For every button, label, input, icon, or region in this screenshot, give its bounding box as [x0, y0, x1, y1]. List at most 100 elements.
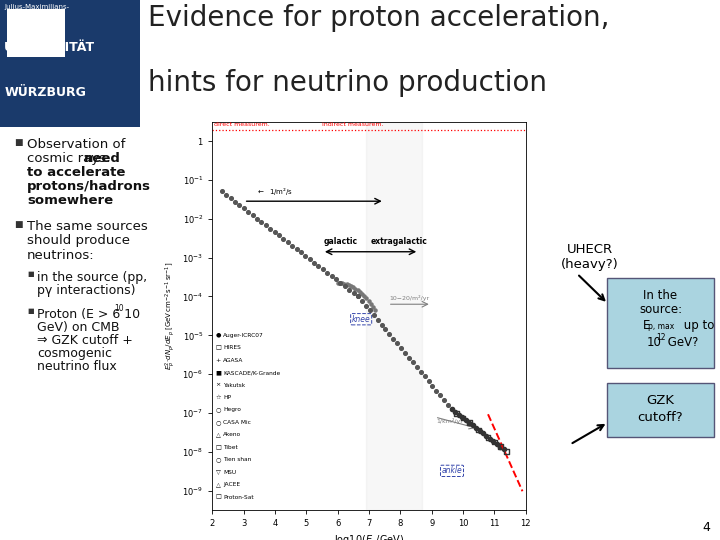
- Text: KASCADE/K-Grande: KASCADE/K-Grande: [223, 370, 281, 375]
- Point: [348, 289, 359, 298]
- Point: [495, 442, 506, 451]
- Point: [470, 424, 482, 433]
- Point: [345, 282, 356, 291]
- Text: ■: ■: [215, 370, 222, 375]
- Text: neutrino flux: neutrino flux: [37, 360, 117, 373]
- Point: [427, 382, 438, 390]
- Point: [372, 315, 383, 324]
- Text: HIRES: HIRES: [223, 345, 241, 350]
- Text: WÜRZBURG: WÜRZBURG: [4, 86, 86, 99]
- Text: HP: HP: [223, 395, 232, 400]
- Text: Proton (E > 6 10: Proton (E > 6 10: [37, 308, 140, 321]
- Text: direct measurem.: direct measurem.: [214, 123, 270, 127]
- Text: ☆: ☆: [215, 395, 221, 400]
- Point: [364, 306, 376, 315]
- Text: Yakutsk: Yakutsk: [223, 383, 246, 388]
- Point: [495, 442, 506, 451]
- Text: ○: ○: [215, 457, 221, 462]
- Text: GZK: GZK: [647, 394, 675, 407]
- Point: [352, 292, 364, 301]
- Point: [269, 228, 280, 237]
- X-axis label: log10($E_p$/GeV): log10($E_p$/GeV): [334, 534, 404, 540]
- Point: [442, 401, 454, 409]
- Point: [395, 344, 407, 353]
- Text: Proton-Sat: Proton-Sat: [223, 495, 254, 500]
- Point: [367, 302, 379, 311]
- Point: [273, 231, 284, 240]
- Text: cosmic rays:: cosmic rays:: [27, 152, 114, 165]
- Point: [251, 214, 263, 223]
- Point: [304, 255, 315, 264]
- Point: [287, 241, 298, 250]
- Point: [438, 396, 450, 404]
- Point: [434, 391, 446, 400]
- Text: ×: ×: [215, 383, 221, 388]
- Text: Tibet: Tibet: [223, 445, 238, 450]
- Text: ⇒ GZK cutoff +: ⇒ GZK cutoff +: [37, 334, 133, 347]
- Text: ○: ○: [215, 408, 221, 413]
- Point: [352, 286, 364, 294]
- Point: [361, 294, 372, 303]
- Point: [264, 225, 276, 233]
- Point: [400, 349, 411, 357]
- Text: □: □: [215, 345, 222, 350]
- Point: [260, 221, 271, 230]
- Text: AGASA: AGASA: [223, 357, 244, 363]
- Text: Auger-ICRC07: Auger-ICRC07: [223, 333, 264, 338]
- Point: [359, 292, 370, 300]
- Bar: [0, 0, 140, 127]
- Point: [489, 438, 500, 447]
- FancyBboxPatch shape: [607, 383, 714, 437]
- Point: [347, 283, 359, 292]
- Point: [247, 211, 258, 219]
- Point: [335, 279, 346, 287]
- Point: [487, 437, 499, 445]
- Text: 10: 10: [114, 304, 124, 313]
- Text: ankle: ankle: [441, 467, 462, 475]
- Point: [334, 279, 346, 287]
- Point: [501, 447, 513, 456]
- Text: ■: ■: [14, 220, 22, 230]
- Point: [369, 305, 381, 314]
- Text: GeV) on CMB: GeV) on CMB: [37, 321, 120, 334]
- Text: Evidence for proton acceleration,: Evidence for proton acceleration,: [148, 4, 609, 32]
- Text: protons/hadrons: protons/hadrons: [27, 180, 151, 193]
- Y-axis label: $E_p^2 \!\cdot\! dN_p/dE_p\;[\mathrm{GeV\,cm^{-2}\,s^{-1}\,sr^{-1}}]$: $E_p^2 \!\cdot\! dN_p/dE_p\;[\mathrm{GeV…: [163, 262, 178, 370]
- Point: [376, 320, 387, 329]
- Text: E: E: [642, 319, 650, 332]
- Text: □: □: [215, 495, 222, 500]
- Point: [330, 275, 342, 284]
- Point: [498, 445, 510, 454]
- Text: ○: ○: [215, 420, 221, 425]
- Point: [473, 426, 485, 434]
- Text: p, max: p, max: [649, 322, 675, 331]
- Point: [384, 330, 395, 339]
- Text: 12: 12: [657, 333, 666, 342]
- Point: [457, 414, 469, 422]
- Point: [300, 252, 311, 260]
- Point: [431, 386, 442, 395]
- Text: UNIVERSITÄT: UNIVERSITÄT: [4, 40, 96, 53]
- Point: [477, 429, 489, 437]
- Point: [225, 194, 236, 202]
- Point: [456, 413, 468, 422]
- Point: [464, 418, 475, 427]
- Text: need: need: [84, 152, 121, 165]
- Point: [379, 325, 391, 334]
- Bar: [366, 122, 422, 510]
- Text: Observation of: Observation of: [27, 138, 125, 151]
- Point: [446, 405, 458, 414]
- Text: galactic: galactic: [323, 237, 358, 246]
- Text: Julius-Maximilians-: Julius-Maximilians-: [4, 4, 69, 10]
- Text: CASA Mic: CASA Mic: [223, 420, 251, 425]
- Text: neutrinos:: neutrinos:: [27, 248, 94, 261]
- Text: JACEE: JACEE: [223, 482, 240, 487]
- Point: [464, 418, 475, 427]
- Point: [341, 280, 352, 288]
- Point: [282, 238, 294, 247]
- Text: Hegro: Hegro: [223, 408, 241, 413]
- Text: +: +: [215, 357, 221, 363]
- Point: [484, 434, 495, 443]
- Text: ■: ■: [27, 271, 34, 276]
- Point: [312, 261, 324, 270]
